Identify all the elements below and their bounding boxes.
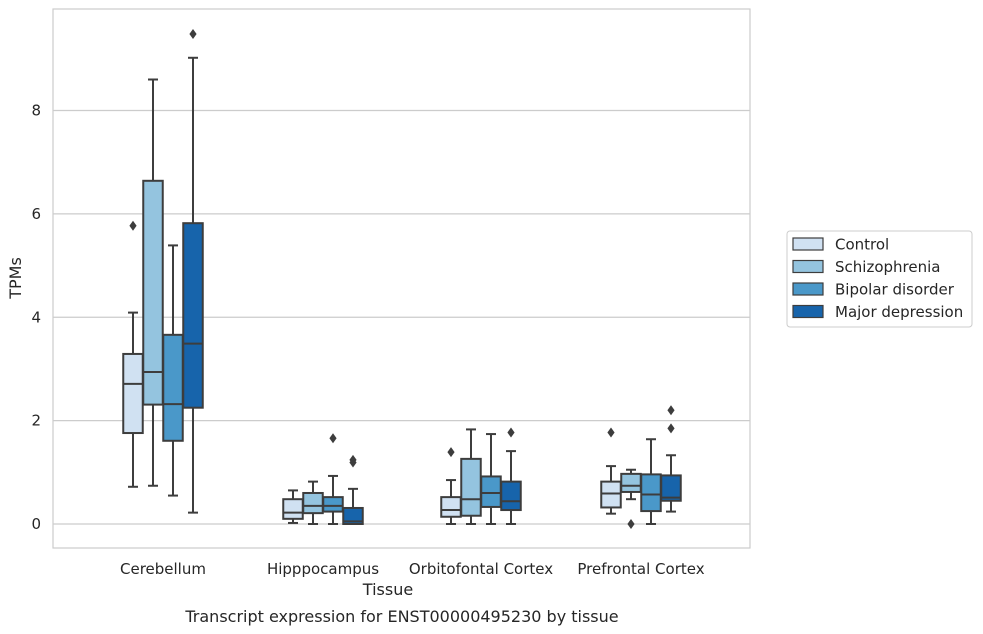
box-schizophrenia-3 (620, 468, 642, 529)
legend-swatch (792, 304, 824, 319)
box (282, 498, 304, 520)
box-bipolar-disorder-3 (640, 438, 662, 525)
legend-swatch (792, 259, 824, 274)
plot-frame (52, 8, 751, 549)
outlier-point (189, 29, 197, 40)
y-tick-label: 2 (31, 412, 41, 430)
box (142, 179, 164, 406)
box-bipolar-disorder-1 (322, 433, 344, 525)
figure-caption: Transcript expression for ENST0000049523… (184, 607, 618, 626)
legend-entry: Schizophrenia (835, 258, 940, 276)
box-control-3 (600, 427, 622, 515)
legend-entry: Major depression (835, 303, 963, 321)
box-bipolar-disorder-2 (480, 433, 502, 525)
outlier-point (507, 427, 515, 438)
y-tick-label: 4 (31, 308, 41, 326)
box (500, 480, 522, 512)
box (302, 491, 324, 515)
box (440, 496, 462, 518)
box (660, 474, 682, 502)
box-control-2 (440, 447, 462, 525)
box-schizophrenia-1 (302, 480, 324, 525)
box-major-depression-2 (500, 427, 522, 525)
box (162, 333, 184, 442)
legend-entry: Control (835, 236, 889, 254)
outlier-point (129, 220, 137, 231)
y-tick-label: 8 (31, 102, 41, 120)
box-control-0 (122, 220, 144, 488)
outlier-point (667, 405, 675, 416)
box-control-1 (282, 489, 304, 524)
box-major-depression-3 (660, 405, 682, 513)
x-tick-label: Hipppocampus (267, 560, 379, 578)
x-tick-labels: Cerebellum Hipppocampus Orbitofontal Corte… (120, 560, 705, 578)
legend-swatch (792, 282, 824, 296)
outlier-point (349, 454, 357, 465)
y-tick-label: 6 (31, 205, 41, 223)
box (640, 473, 662, 513)
legend: Control Schizophrenia Bipolar disorder Majo… (786, 230, 973, 328)
box (342, 506, 364, 525)
legend-swatch (792, 237, 824, 251)
box-schizophrenia-0 (142, 78, 164, 487)
y-axis-label: TPMs (6, 257, 25, 300)
box-major-depression-1 (342, 454, 364, 525)
outlier-point (447, 447, 455, 458)
outlier-point (607, 427, 615, 438)
outlier-point (329, 433, 337, 444)
box-groups (122, 29, 682, 529)
box (620, 472, 642, 493)
box-schizophrenia-2 (460, 428, 482, 525)
legend-frame (786, 230, 973, 328)
box (600, 480, 622, 509)
x-tick-label: Orbitofontal Cortex (409, 560, 553, 578)
y-tick-labels: 0 2 4 6 8 (31, 102, 41, 534)
legend-entry: Bipolar disorder (835, 281, 955, 299)
outlier-point (667, 423, 675, 434)
box-bipolar-disorder-0 (162, 244, 184, 497)
box (460, 457, 482, 517)
x-tick-label: Cerebellum (120, 560, 206, 578)
outlier-point (627, 519, 635, 529)
x-axis-label: Tissue (362, 580, 413, 599)
box (182, 222, 204, 409)
box-major-depression-0 (182, 29, 204, 514)
y-tick-label: 0 (31, 515, 41, 533)
box (122, 352, 144, 435)
box (480, 475, 502, 508)
box (322, 496, 344, 513)
x-tick-label: Prefrontal Cortex (577, 560, 704, 578)
